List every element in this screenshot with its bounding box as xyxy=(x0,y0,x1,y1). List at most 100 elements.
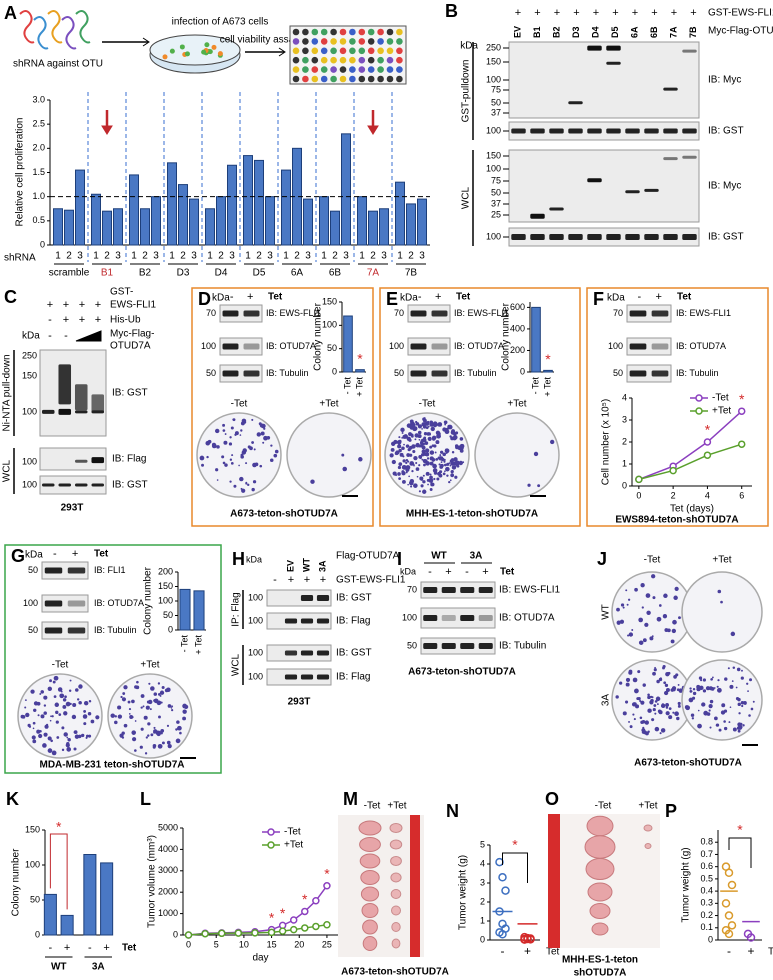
band xyxy=(58,483,72,487)
well xyxy=(349,66,356,73)
legend-marker xyxy=(267,841,275,849)
colony xyxy=(706,712,711,716)
sign: + xyxy=(95,314,101,326)
legend-marker xyxy=(267,828,275,836)
well xyxy=(349,38,356,45)
sign: - xyxy=(428,566,432,578)
y-tick-label: 0 xyxy=(622,480,627,490)
colony xyxy=(444,429,450,435)
cell-line: 293T xyxy=(61,503,84,514)
colony xyxy=(629,725,633,729)
band xyxy=(222,310,239,317)
bar xyxy=(227,164,237,246)
colony xyxy=(423,436,427,440)
well xyxy=(396,47,403,55)
cell xyxy=(201,49,207,55)
bar xyxy=(243,155,253,246)
colony xyxy=(455,445,460,450)
x-tick-label: 1 xyxy=(55,251,61,262)
well xyxy=(339,56,347,64)
y-axis-label: Tumor volume (mm³) xyxy=(147,835,158,928)
colony xyxy=(142,705,145,708)
marker-label: 150 xyxy=(486,150,501,160)
colony xyxy=(736,667,741,672)
colony xyxy=(433,477,436,481)
colony xyxy=(702,689,707,693)
blot xyxy=(39,475,107,495)
shape xyxy=(389,823,403,833)
colony xyxy=(430,426,435,432)
x-tick-label: 1 xyxy=(397,251,403,262)
colony xyxy=(28,725,32,728)
x-tick-label: - xyxy=(88,942,92,954)
ib-label: IB: Myc xyxy=(708,181,741,192)
point xyxy=(737,407,746,415)
marker-label: 250 xyxy=(486,42,501,52)
colony xyxy=(66,747,72,752)
blot xyxy=(266,589,332,607)
colony xyxy=(263,427,266,430)
blot xyxy=(266,668,332,686)
blot xyxy=(39,349,107,437)
y-tick-label: 50 xyxy=(327,343,337,353)
y-tick-label: 1.5 xyxy=(32,167,45,177)
x-tick-label: - Tet xyxy=(530,377,540,395)
band xyxy=(587,45,602,51)
colony xyxy=(47,736,50,739)
band xyxy=(530,234,545,240)
tet-label: Tet xyxy=(677,292,692,303)
bar xyxy=(102,210,112,246)
colony xyxy=(723,720,726,723)
colony xyxy=(24,706,27,709)
colony xyxy=(182,716,187,721)
ib-label: IB: FLI1 xyxy=(94,565,126,575)
colony xyxy=(139,745,143,749)
shape xyxy=(149,34,241,66)
band xyxy=(629,370,647,377)
band xyxy=(682,128,697,134)
y-tick-label: 600 xyxy=(510,302,525,312)
colony xyxy=(444,448,450,454)
colony xyxy=(245,482,248,485)
ib-label: IB: OTUD7A xyxy=(266,341,316,351)
x-tick-label: 2 xyxy=(180,251,186,262)
band xyxy=(511,128,526,134)
bar xyxy=(395,181,405,246)
colony xyxy=(405,467,410,472)
colony xyxy=(153,699,156,702)
marker-label: 50 xyxy=(613,368,623,378)
colony xyxy=(45,723,49,726)
x-tick-label: 1 xyxy=(321,251,327,262)
group-label: WT xyxy=(51,962,67,973)
colony xyxy=(674,711,679,717)
colony xyxy=(229,480,232,483)
marker-label: 70 xyxy=(206,308,216,318)
colony xyxy=(145,736,148,739)
colony xyxy=(263,435,268,441)
colony xyxy=(445,452,448,455)
colony xyxy=(448,424,453,430)
colony xyxy=(732,666,736,670)
colony xyxy=(656,703,659,705)
band xyxy=(67,627,86,634)
colony xyxy=(622,711,627,716)
panel-box xyxy=(191,287,374,527)
band xyxy=(300,618,314,624)
band xyxy=(587,128,602,134)
plate-label: -Tet xyxy=(419,399,436,410)
colony xyxy=(646,610,651,616)
band xyxy=(243,370,260,377)
y-tick-label: 0 xyxy=(332,366,337,376)
colony xyxy=(731,680,734,682)
colony xyxy=(62,705,67,709)
gradient-wedge xyxy=(75,330,102,342)
row-label: 3A xyxy=(601,694,612,707)
y-axis-label: Cell number (x 10⁵) xyxy=(601,399,612,485)
band xyxy=(441,615,456,621)
group-label: 7A xyxy=(367,268,380,279)
x-tick-label: 20 xyxy=(294,939,304,949)
colony xyxy=(625,700,629,704)
colony xyxy=(728,721,731,724)
colony xyxy=(153,731,156,734)
